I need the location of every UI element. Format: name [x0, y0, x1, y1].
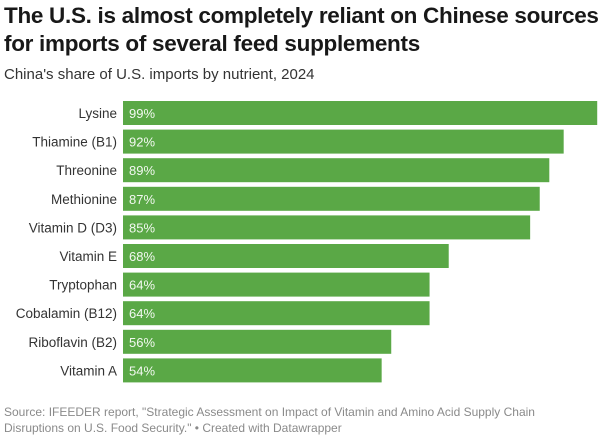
category-label: Cobalamin (B12)	[16, 306, 117, 321]
bar	[123, 129, 564, 154]
value-label: 89%	[129, 163, 155, 178]
value-label: 68%	[129, 249, 155, 264]
value-label: 64%	[129, 306, 155, 321]
category-label: Vitamin A	[60, 363, 117, 378]
value-label: 87%	[129, 192, 155, 207]
value-label: 92%	[129, 135, 155, 150]
category-label: Tryptophan	[49, 278, 117, 293]
value-label: 56%	[129, 335, 155, 350]
category-label: Thiamine (B1)	[32, 135, 117, 150]
bar	[123, 186, 540, 211]
source-note: Source: IFEEDER report, "Strategic Asses…	[4, 405, 535, 435]
bar	[123, 329, 392, 354]
bar	[123, 215, 531, 240]
value-label: 99%	[129, 106, 155, 121]
bar-chart: Lysine 99% Thiamine (B1) 92% Threonine 89% Met…	[16, 101, 598, 383]
bar	[123, 358, 382, 383]
bar	[123, 158, 550, 183]
bar	[123, 244, 449, 268]
bar	[123, 272, 430, 297]
category-label: Methionine	[51, 192, 117, 207]
category-label: Lysine	[78, 106, 117, 121]
value-label: 64%	[129, 278, 155, 293]
bar	[123, 301, 430, 326]
value-label: 85%	[129, 220, 155, 235]
chart-title: The U.S. is almost completely reliant on…	[4, 3, 599, 56]
category-label: Threonine	[56, 163, 117, 178]
category-label: Riboflavin (B2)	[28, 335, 117, 350]
category-label: Vitamin D (D3)	[29, 220, 117, 235]
value-label: 54%	[129, 363, 155, 378]
category-label: Vitamin E	[59, 249, 117, 264]
chart-subtitle: China's share of U.S. imports by nutrien…	[4, 66, 315, 83]
bar	[123, 101, 598, 125]
